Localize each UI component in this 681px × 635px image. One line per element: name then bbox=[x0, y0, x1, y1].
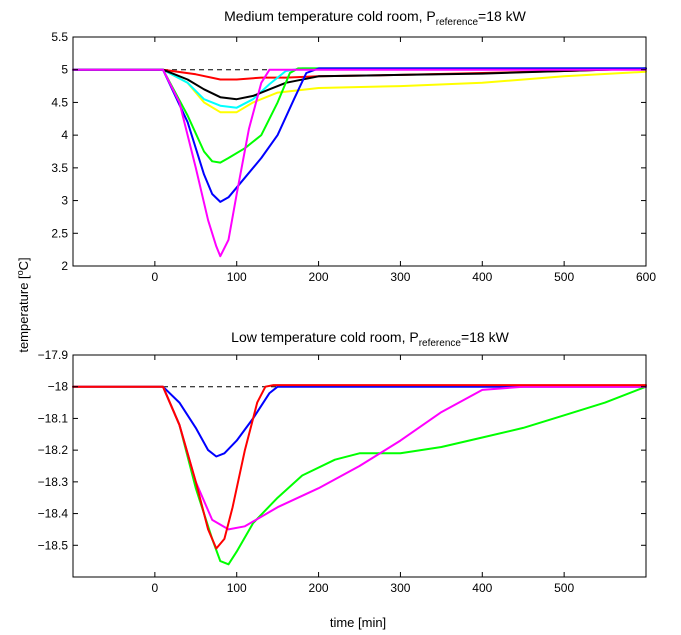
y-tick-label: 4.5 bbox=[51, 95, 68, 109]
y-label-main: temperature [ bbox=[16, 275, 31, 353]
chart-title: Medium temperature cold room, Preference… bbox=[224, 8, 527, 28]
y-tick-label: 2 bbox=[61, 259, 68, 273]
series-line bbox=[72, 385, 647, 566]
y-tick-label: 3 bbox=[61, 194, 68, 208]
series-line bbox=[72, 67, 647, 164]
y-tick-label: −18.3 bbox=[38, 475, 69, 489]
x-tick-label: 400 bbox=[472, 581, 492, 595]
series-line bbox=[72, 67, 647, 203]
x-tick-label: 0 bbox=[152, 581, 159, 595]
y-tick-label: −17.9 bbox=[38, 348, 69, 362]
title-main: Low temperature cold room, P bbox=[231, 329, 419, 345]
series-line bbox=[72, 67, 647, 101]
title-suffix: =18 kW bbox=[478, 8, 527, 24]
panel-medium-temperature: Medium temperature cold room, Preference… bbox=[51, 8, 656, 284]
title-main: Medium temperature cold room, P bbox=[224, 8, 436, 24]
x-tick-label: 0 bbox=[152, 270, 159, 284]
x-axis-label: time [min] bbox=[330, 615, 386, 630]
x-tick-label: 200 bbox=[309, 270, 329, 284]
panel-low-temperature: Low temperature cold room, Preference=18… bbox=[38, 329, 647, 595]
y-tick-label: −18 bbox=[48, 380, 69, 394]
series-line bbox=[72, 68, 647, 258]
chart-title: Low temperature cold room, Preference=18… bbox=[231, 329, 509, 349]
series-line bbox=[72, 384, 647, 550]
y-tick-label: −18.5 bbox=[38, 538, 69, 552]
y-label-suffix: C] bbox=[16, 257, 31, 270]
y-axis-label: temperature [oC] bbox=[15, 257, 31, 352]
y-tick-label: 2.5 bbox=[51, 226, 68, 240]
title-suffix: =18 kW bbox=[461, 329, 510, 345]
x-tick-label: 500 bbox=[554, 581, 574, 595]
x-tick-label: 100 bbox=[227, 270, 247, 284]
x-tick-label: 100 bbox=[227, 581, 247, 595]
y-tick-label: 4 bbox=[61, 128, 68, 142]
x-tick-label: 300 bbox=[390, 581, 410, 595]
y-label-superscript: o bbox=[15, 270, 25, 275]
title-subscript: reference bbox=[419, 338, 462, 349]
axes-box bbox=[72, 36, 647, 267]
y-tick-label: 5.5 bbox=[51, 30, 68, 44]
x-tick-label: 400 bbox=[472, 270, 492, 284]
y-tick-label: 3.5 bbox=[51, 161, 68, 175]
x-tick-label: 200 bbox=[309, 581, 329, 595]
series-line bbox=[72, 385, 647, 531]
x-tick-label: 600 bbox=[636, 270, 656, 284]
title-subscript: reference bbox=[436, 17, 479, 28]
series-line bbox=[72, 385, 647, 458]
x-tick-label: 300 bbox=[390, 270, 410, 284]
axes-box bbox=[72, 354, 647, 578]
y-tick-label: −18.1 bbox=[38, 411, 69, 425]
y-tick-label: 5 bbox=[61, 63, 68, 77]
x-tick-label: 500 bbox=[554, 270, 574, 284]
y-tick-label: −18.2 bbox=[38, 443, 69, 457]
y-tick-label: −18.4 bbox=[38, 507, 69, 521]
